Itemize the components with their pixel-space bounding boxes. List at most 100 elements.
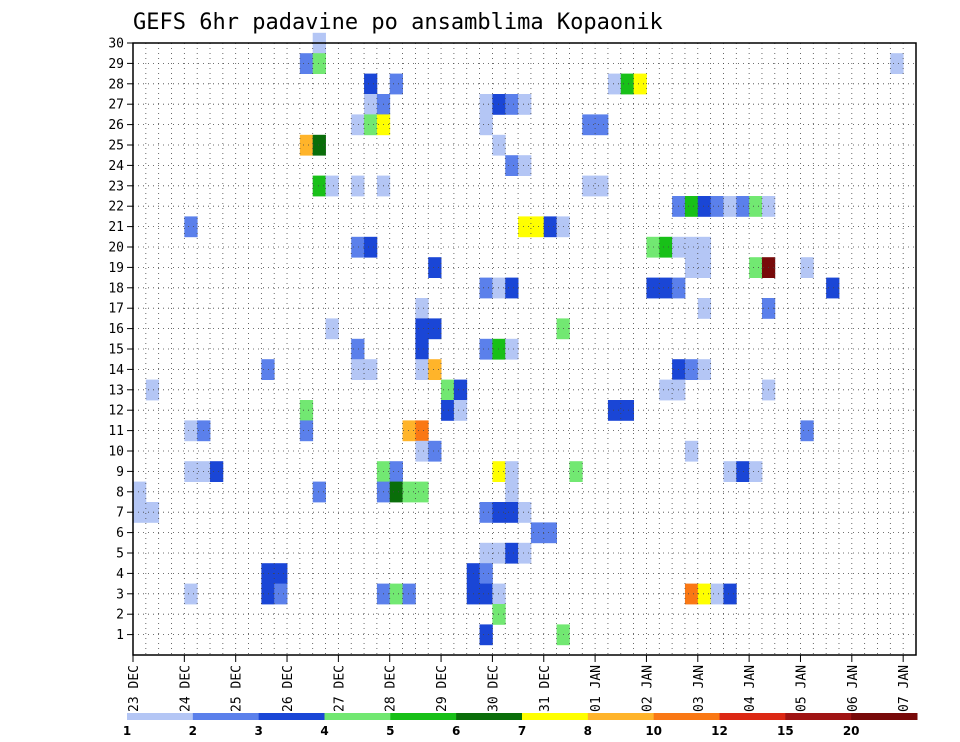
legend-swatch-7 [522, 713, 589, 720]
data-cells [133, 32, 904, 646]
cell-76 [479, 277, 493, 299]
cell-80 [659, 277, 673, 299]
cell-48 [595, 175, 609, 197]
cell-137 [800, 420, 814, 442]
y-tick-label-28: 28 [108, 77, 124, 92]
cell-199 [274, 583, 288, 605]
y-tick-label-1: 1 [116, 628, 124, 643]
y-tick-label-10: 10 [108, 445, 124, 460]
y-tick-label-6: 6 [116, 526, 124, 541]
legend-swatch-9 [653, 713, 720, 720]
y-tick-label-4: 4 [116, 567, 124, 582]
y-tick-label-7: 7 [116, 506, 124, 521]
legend-swatch-4 [324, 713, 391, 720]
y-tick-label-3: 3 [116, 587, 124, 602]
cell-172 [133, 502, 147, 523]
cell-29 [595, 114, 609, 136]
x-tick-label-0: 23 DEC [127, 665, 142, 712]
cell-58 [518, 216, 532, 238]
cell-205 [492, 583, 506, 605]
cell-63 [364, 236, 378, 258]
cell-90 [415, 318, 429, 340]
cell-208 [710, 583, 724, 605]
cell-153 [749, 461, 763, 482]
cell-71 [684, 257, 699, 278]
x-tick-label-14: 06 JAN [846, 665, 861, 712]
cell-108 [364, 359, 378, 380]
cell-89 [325, 318, 339, 340]
cell-128 [607, 400, 622, 421]
cell-97 [505, 338, 519, 360]
cell-51 [697, 196, 712, 217]
cell-185 [505, 542, 519, 564]
legend-swatch-5 [390, 713, 457, 720]
cell-166 [312, 481, 326, 503]
cell-135 [402, 420, 416, 442]
cell-112 [684, 359, 699, 380]
legend-swatch-3 [258, 713, 325, 720]
cell-180 [530, 522, 545, 544]
y-tick-label-27: 27 [108, 98, 124, 113]
cell-197 [184, 583, 198, 605]
cell-65 [659, 236, 673, 258]
legend-swatch-2 [192, 713, 260, 720]
y-axis-ticks: 1234567891011121314151617181920212223242… [108, 37, 133, 643]
cell-12 [633, 73, 647, 95]
cell-113 [697, 359, 712, 380]
cell-186 [518, 542, 532, 564]
cell-70 [428, 257, 442, 278]
x-axis-ticks: 23 DEC 24 DEC 25 DEC 26 DEC 27 DEC 28 DEC 29 D… [127, 655, 912, 712]
cell-39 [518, 155, 532, 176]
cell-212 [492, 604, 506, 625]
legend-swatch-6 [456, 713, 523, 720]
cell-148 [492, 461, 506, 482]
legend-label-11: 15 [777, 724, 794, 738]
y-tick-label-21: 21 [108, 220, 124, 235]
cell-32 [492, 134, 506, 156]
cell-19 [492, 94, 506, 115]
cell-194 [479, 563, 493, 584]
cell-136 [415, 420, 429, 442]
cell-83 [415, 298, 429, 319]
cell-202 [402, 583, 416, 605]
cell-8 [364, 73, 378, 95]
cell-21 [518, 94, 532, 115]
cell-149 [505, 461, 519, 482]
cell-191 [261, 563, 275, 584]
y-tick-label-9: 9 [116, 465, 124, 480]
cell-184 [492, 542, 506, 564]
color-legend: 1 2 3 4 5 6 7 8 10 12 15 20 [123, 713, 918, 738]
chart-title: GEFS 6hr padavine po ansamblima Kopaonik [133, 10, 663, 35]
y-tick-label-23: 23 [108, 179, 124, 194]
x-tick-label-7: 30 DEC [486, 665, 501, 712]
cell-106 [261, 359, 275, 380]
cell-107 [351, 359, 365, 380]
x-tick-label-15: 07 JAN [897, 665, 912, 712]
y-tick-label-8: 8 [116, 485, 124, 500]
cell-93 [351, 338, 365, 360]
cell-165 [133, 481, 147, 503]
legend-label-1: 1 [123, 724, 131, 738]
cell-44 [325, 175, 339, 197]
cell-204 [479, 583, 493, 605]
cell-38 [505, 155, 519, 176]
cell-142 [684, 440, 699, 462]
cell-177 [518, 502, 532, 523]
cell-25 [364, 114, 378, 136]
x-tick-label-9: 01 JAN [589, 665, 604, 712]
y-tick-label-20: 20 [108, 241, 124, 256]
cell-126 [441, 400, 455, 421]
x-tick-label-4: 27 DEC [332, 665, 347, 712]
cell-147 [389, 461, 403, 482]
legend-label-4: 4 [320, 724, 328, 738]
cell-125 [299, 400, 314, 421]
cell-109 [415, 359, 429, 380]
cell-3 [299, 53, 314, 74]
cell-72 [697, 257, 712, 278]
y-tick-label-22: 22 [108, 200, 124, 215]
x-tick-label-6: 29 DEC [435, 665, 450, 712]
cell-118 [441, 379, 455, 401]
cell-55 [749, 196, 763, 217]
cell-151 [723, 461, 737, 482]
cell-201 [389, 583, 403, 605]
